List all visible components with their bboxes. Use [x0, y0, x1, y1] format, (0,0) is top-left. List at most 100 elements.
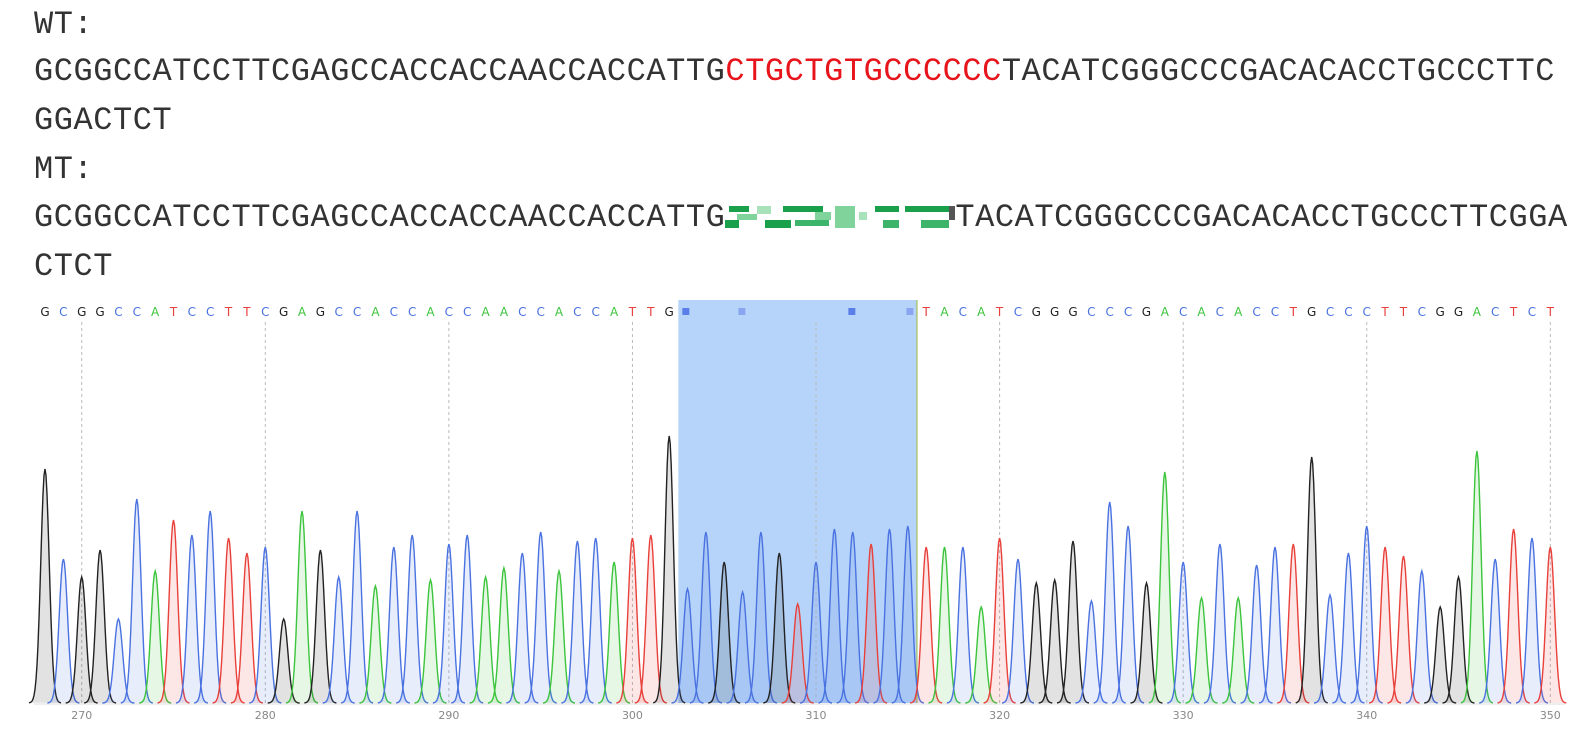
peak — [1479, 558, 1512, 704]
wt-sequence: GCGGCCATCCTTCGAGCCACCACCAACCACCATTGCTGCT… — [34, 47, 1574, 145]
pixel — [738, 308, 746, 315]
peak — [1387, 555, 1420, 704]
base-call: A — [1197, 305, 1206, 319]
peak — [928, 546, 961, 704]
peak — [157, 519, 190, 704]
peak — [1111, 525, 1145, 704]
peak — [1350, 525, 1383, 704]
base-call: A — [298, 305, 307, 319]
base-call: C — [573, 305, 581, 319]
peak — [744, 531, 778, 704]
base-call: C — [133, 305, 141, 319]
peak — [579, 537, 612, 704]
base-call: C — [959, 305, 967, 319]
selection — [678, 300, 917, 703]
wt-highlight: CTGCTGTGCCCCCC — [725, 53, 1002, 90]
base-call: T — [224, 305, 233, 319]
peak — [689, 531, 723, 704]
base-call: C — [335, 305, 343, 319]
peak — [47, 558, 80, 704]
peak — [377, 546, 410, 704]
peak — [1515, 537, 1549, 704]
base-call: C — [261, 305, 269, 319]
peak — [616, 537, 649, 704]
peak — [212, 537, 245, 704]
base-call: G — [77, 305, 86, 319]
base-call: C — [445, 305, 453, 319]
peak — [65, 574, 98, 704]
base-call: C — [592, 305, 600, 319]
peak — [414, 577, 447, 704]
peak — [1222, 595, 1255, 704]
base-call: C — [1124, 305, 1132, 319]
peak — [1075, 598, 1108, 704]
base-call: T — [1380, 305, 1389, 319]
peak — [1295, 456, 1328, 704]
base-call: T — [1546, 305, 1555, 319]
peak — [524, 531, 557, 704]
base-call: G — [1032, 305, 1041, 319]
peak — [1093, 501, 1126, 704]
peak — [267, 617, 300, 704]
peak — [561, 540, 594, 704]
base-call: G — [40, 305, 49, 319]
peak — [230, 552, 264, 704]
peak — [120, 498, 153, 704]
base-call: A — [555, 305, 564, 319]
peak — [634, 534, 667, 704]
peak — [1185, 595, 1218, 704]
peak — [854, 543, 888, 704]
base-call: C — [1216, 305, 1224, 319]
x-tick-label: 290 — [438, 709, 459, 722]
x-tick-label: 270 — [71, 709, 92, 722]
peak — [139, 568, 172, 704]
peak — [891, 525, 924, 704]
base-call: A — [1473, 305, 1482, 319]
x-tick-label: 350 — [1540, 709, 1561, 722]
peak — [671, 586, 704, 704]
wt-after: TACATCGGGCCCGACACACCTGCCCTTCGGACTCT — [34, 53, 1555, 139]
x-tick-label: 310 — [806, 709, 827, 722]
peak — [818, 528, 851, 704]
base-call: T — [1399, 305, 1408, 319]
base-call: C — [1087, 305, 1095, 319]
base-call: G — [316, 305, 325, 319]
x-tick-label: 330 — [1173, 709, 1194, 722]
base-call: G — [95, 305, 104, 319]
peak — [506, 552, 539, 704]
mt-after: TACATCGGGCCCGACACACCTGCCCTTCGGACTCT — [34, 199, 1568, 285]
base-call: G — [1436, 305, 1445, 319]
peak — [836, 531, 869, 704]
peak — [598, 561, 631, 704]
peak — [1258, 546, 1292, 704]
peak — [799, 561, 833, 704]
peak — [285, 510, 319, 704]
base-call: G — [1454, 305, 1463, 319]
peak — [1167, 561, 1200, 704]
base-call: C — [353, 305, 361, 319]
peak — [322, 574, 355, 704]
peak — [304, 549, 337, 704]
peak — [340, 510, 374, 704]
peak — [1534, 546, 1567, 704]
pixel — [906, 308, 914, 315]
base-call: C — [1106, 305, 1114, 319]
peak — [249, 546, 282, 704]
base-call: C — [536, 305, 544, 319]
peak — [1277, 543, 1310, 704]
base-call: C — [1252, 305, 1260, 319]
base-call: A — [977, 305, 986, 319]
base-call: C — [390, 305, 398, 319]
x-tick-label: 340 — [1356, 709, 1377, 722]
base-call: C — [1528, 305, 1536, 319]
base-call: C — [1418, 305, 1426, 319]
peak — [194, 510, 227, 704]
base-call: G — [1068, 305, 1077, 319]
base-call: C — [114, 305, 122, 319]
base-call: C — [408, 305, 416, 319]
peak — [359, 583, 392, 704]
base-call: T — [921, 305, 930, 319]
pixel — [848, 308, 856, 315]
peak — [1332, 552, 1365, 704]
peak — [175, 534, 209, 704]
